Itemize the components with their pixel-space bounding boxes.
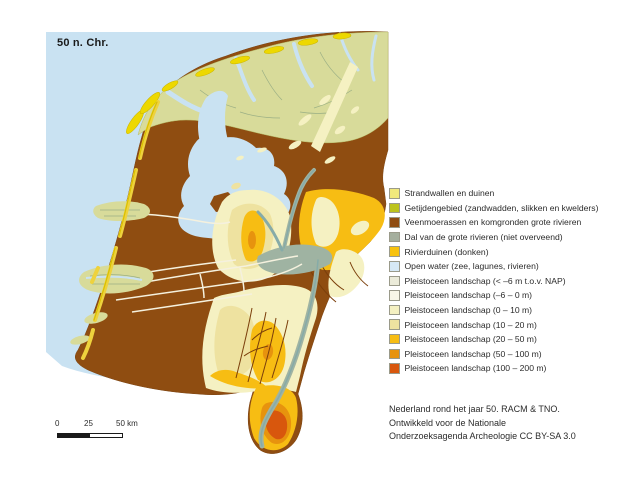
attribution-line-1: Nederland rond het jaar 50. RACM & TNO. bbox=[389, 404, 560, 414]
scale-tick-50: 50 km bbox=[116, 419, 138, 428]
legend-item-label: Dal van de grote rivieren (niet overveen… bbox=[404, 232, 563, 243]
legend-swatch bbox=[389, 188, 400, 199]
legend-swatch bbox=[389, 333, 400, 345]
legend-item-2: Getijdengebied (zandwadden, slikken en k… bbox=[389, 201, 639, 216]
scale-tick-25: 25 bbox=[84, 419, 93, 428]
scale-bar-rule bbox=[57, 433, 123, 438]
legend-swatch bbox=[389, 275, 400, 287]
legend-item-10: Pleistoceen landschap (10 – 20 m) bbox=[389, 317, 639, 332]
map-river-valley bbox=[256, 168, 333, 449]
scale-bar-segment-empty bbox=[90, 434, 122, 437]
legend-item-4: Dal van de grote rivieren (niet overveen… bbox=[389, 230, 639, 245]
map-meuse-river bbox=[260, 259, 319, 447]
map-drenthe-sands bbox=[236, 62, 360, 164]
attribution: Nederland rond het jaar 50. RACM & TNO. … bbox=[389, 403, 576, 444]
legend-swatch bbox=[389, 217, 400, 228]
legend: Strandwallen en duinen Getijdengebied (z… bbox=[389, 186, 639, 376]
map-ijssel-river bbox=[283, 169, 315, 249]
legend-swatch bbox=[389, 290, 400, 301]
legend-item-label: Pleistoceen landschap (20 – 50 m) bbox=[404, 334, 537, 345]
legend-item-label: Pleistoceen landschap (10 – 20 m) bbox=[404, 319, 537, 330]
legend-item-6: Open water (zee, lagunes, rivieren) bbox=[389, 259, 639, 274]
legend-swatch bbox=[389, 304, 400, 316]
legend-swatch bbox=[389, 363, 400, 374]
legend-item-3: Veenmoerassen en komgronden grote rivier… bbox=[389, 215, 639, 230]
legend-swatch bbox=[389, 348, 400, 360]
map-island-dunes bbox=[126, 32, 352, 134]
map-coastal-dunes bbox=[81, 100, 160, 360]
legend-item-5: Rivierduinen (donken) bbox=[389, 244, 639, 259]
legend-swatch bbox=[389, 231, 400, 243]
legend-item-label: Pleistoceen landschap (–6 – 0 m) bbox=[404, 290, 533, 301]
legend-item-11: Pleistoceen landschap (20 – 50 m) bbox=[389, 332, 639, 347]
legend-item-8: Pleistoceen landschap (–6 – 0 m) bbox=[389, 288, 639, 303]
legend-swatch bbox=[389, 202, 400, 214]
legend-item-12: Pleistoceen landschap (50 – 100 m) bbox=[389, 347, 639, 362]
legend-item-label: Pleistoceen landschap (100 – 200 m) bbox=[404, 363, 547, 374]
map-brabant-streams bbox=[235, 307, 289, 385]
legend-swatch bbox=[389, 246, 400, 257]
legend-swatch bbox=[389, 319, 400, 330]
legend-item-7: Pleistoceen landschap (< –6 m t.o.v. NAP… bbox=[389, 274, 639, 289]
legend-item-9: Pleistoceen landschap (0 – 10 m) bbox=[389, 303, 639, 318]
scale-bar: 0 25 50 km bbox=[50, 419, 160, 443]
legend-item-label: Pleistoceen landschap (0 – 10 m) bbox=[404, 305, 533, 316]
legend-item-label: Strandwallen en duinen bbox=[404, 188, 495, 199]
map-vlie-channel bbox=[198, 90, 228, 145]
attribution-line-2: Ontwikkeld voor de Nationale bbox=[389, 417, 507, 428]
legend-item-label: Rivierduinen (donken) bbox=[404, 246, 489, 257]
scale-bar-segment-filled bbox=[58, 434, 90, 437]
legend-item-label: Veenmoerassen en komgronden grote rivier… bbox=[404, 217, 582, 228]
legend-swatch bbox=[389, 261, 400, 272]
map-title: 50 n. Chr. bbox=[57, 37, 109, 49]
legend-item-label: Pleistoceen landschap (< –6 m t.o.v. NAP… bbox=[404, 275, 566, 286]
legend-item-label: Open water (zee, lagunes, rivieren) bbox=[404, 261, 539, 272]
legend-item-1: Strandwallen en duinen bbox=[389, 186, 639, 201]
legend-item-label: Pleistoceen landschap (50 – 100 m) bbox=[404, 348, 542, 359]
legend-item-label: Getijdengebied (zandwadden, slikken en k… bbox=[404, 202, 599, 213]
attribution-line-3: Onderzoeksagenda Archeologie CC BY-SA 3.… bbox=[389, 431, 576, 441]
legend-item-13: Pleistoceen landschap (100 – 200 m) bbox=[389, 361, 639, 376]
scale-tick-0: 0 bbox=[55, 419, 60, 428]
